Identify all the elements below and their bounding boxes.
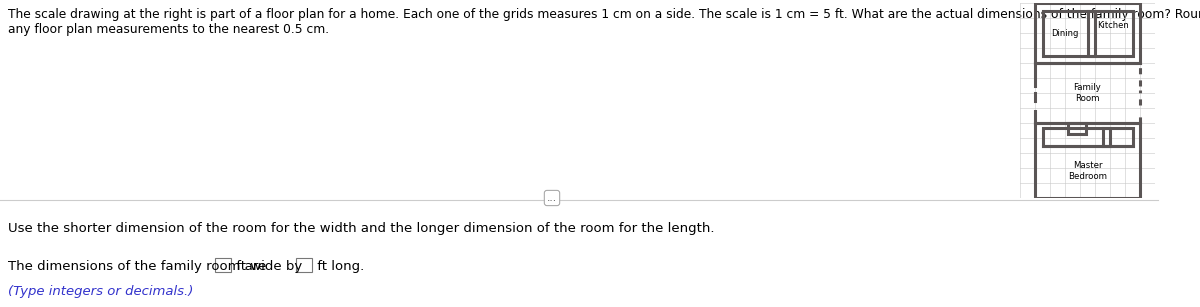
Bar: [1043, 127, 1110, 146]
Text: Master
Bedroom: Master Bedroom: [1068, 161, 1108, 181]
Bar: [1103, 127, 1133, 146]
Bar: [1087, 10, 1133, 56]
Text: ft wide by: ft wide by: [232, 260, 306, 273]
Bar: [1068, 123, 1086, 134]
Text: Family
Room: Family Room: [1074, 83, 1102, 103]
Bar: [1034, 123, 1140, 198]
Text: Kitchen: Kitchen: [1097, 21, 1129, 30]
Text: The scale drawing at the right is part of a floor plan for a home. Each one of t: The scale drawing at the right is part o…: [8, 8, 1200, 36]
Text: Dining: Dining: [1051, 29, 1079, 37]
Bar: [215, 258, 230, 272]
Bar: [1034, 3, 1140, 63]
Text: ...: ...: [547, 193, 557, 203]
Bar: [1043, 10, 1096, 56]
Text: ft long.: ft long.: [313, 260, 365, 273]
Text: The dimensions of the family room are: The dimensions of the family room are: [8, 260, 271, 273]
Bar: [296, 258, 312, 272]
Text: Use the shorter dimension of the room for the width and the longer dimension of : Use the shorter dimension of the room fo…: [8, 222, 714, 235]
Text: (Type integers or decimals.): (Type integers or decimals.): [8, 285, 193, 298]
